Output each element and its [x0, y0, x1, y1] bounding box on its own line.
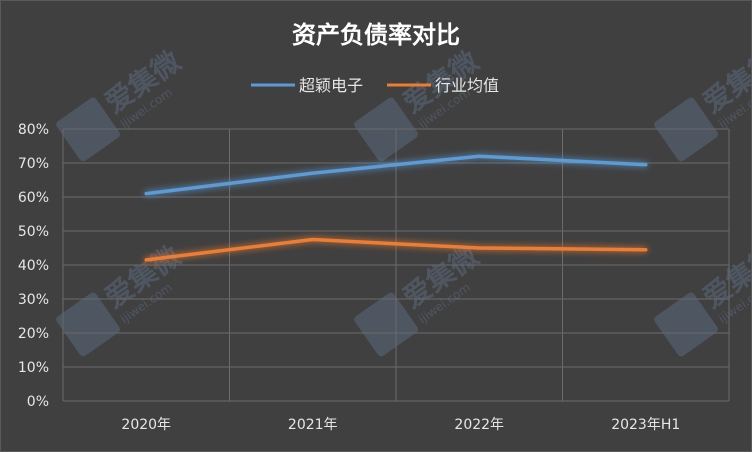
legend-item: 行业均值: [387, 76, 499, 95]
y-tick-label: 10%: [18, 360, 49, 376]
chart-title: 资产负债率对比: [292, 21, 460, 49]
y-tick-label: 40%: [18, 258, 49, 274]
legend: 超颖电子 行业均值: [251, 76, 499, 95]
data-point: [144, 192, 148, 196]
data-point: [311, 238, 315, 241]
y-tick-label: 60%: [18, 190, 49, 206]
series-line: [144, 237, 648, 262]
y-tick-label: 50%: [18, 224, 49, 240]
y-tick-label: 70%: [18, 156, 49, 172]
legend-label: 行业均值: [435, 76, 499, 95]
data-point: [311, 171, 315, 175]
gridlines: [62, 128, 730, 402]
data-point: [144, 258, 148, 262]
y-tick-label: 30%: [18, 292, 49, 308]
legend-item: 超颖电子: [251, 76, 363, 95]
watermark-logo-icon: [56, 292, 120, 357]
y-axis: 0% 10% 20% 30% 40% 50% 60% 70% 80%: [18, 122, 49, 410]
data-point: [477, 246, 481, 250]
series-line: [144, 154, 648, 196]
data-point: [644, 248, 648, 252]
data-point: [644, 163, 648, 167]
y-tick-label: 20%: [18, 326, 49, 342]
series-layer: [144, 154, 648, 262]
x-tick-label: 2020年: [121, 417, 171, 433]
y-tick-label: 0%: [27, 394, 49, 410]
x-axis: 2020年 2021年 2022年 2023年H1: [121, 417, 680, 433]
data-point: [477, 154, 481, 158]
x-tick-label: 2022年: [454, 417, 504, 433]
x-tick-label: 2021年: [288, 417, 338, 433]
watermark-logo-icon: [654, 292, 718, 357]
y-tick-label: 80%: [18, 122, 49, 138]
x-tick-label: 2023年H1: [611, 417, 680, 433]
legend-label: 超颖电子: [299, 76, 363, 95]
watermark-logo-icon: [354, 292, 418, 357]
